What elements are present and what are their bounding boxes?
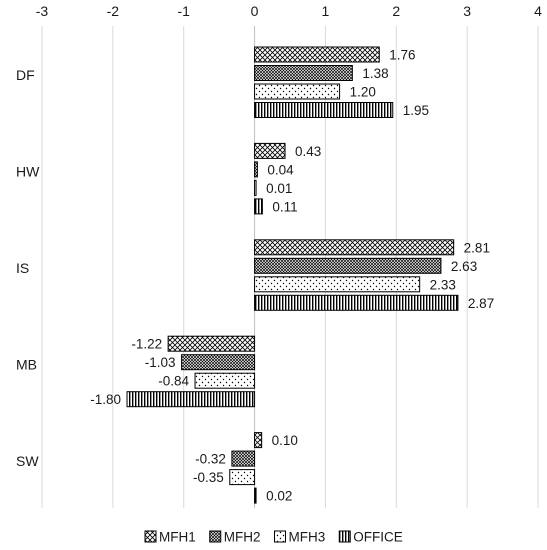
data-label: -0.32 [195, 452, 226, 467]
bar-office [126, 391, 256, 408]
data-label: 1.76 [389, 48, 415, 63]
bar-mfh1 [254, 142, 286, 159]
bar-mfh2 [231, 450, 256, 467]
x-tick-label: 3 [463, 3, 471, 19]
bar-mfh2 [254, 161, 258, 178]
data-label: 0.11 [272, 199, 297, 214]
category-labels: DF HW IS MB SW [16, 67, 40, 469]
bar-mfh3 [254, 83, 341, 100]
bar-mfh1 [254, 239, 455, 256]
category-label: IS [16, 260, 29, 276]
x-tick-label: 1 [322, 3, 330, 19]
bar-office [254, 487, 257, 504]
bar-office [254, 198, 263, 215]
legend-swatch-mfh1 [144, 530, 157, 543]
legend-label-office: OFFICE [353, 530, 403, 545]
category-label: MB [16, 356, 37, 372]
bar-mfh3 [254, 179, 257, 196]
category-label: SW [16, 453, 39, 469]
data-label: -0.35 [193, 470, 224, 485]
data-labels: 1.76 0.43 2.81 -1.22 0.10 1.38 0.04 2.63 -1.03 -0… [90, 48, 494, 504]
bar-mfh1 [254, 432, 263, 449]
data-label: -1.80 [90, 392, 121, 407]
x-tick-label: 2 [392, 3, 400, 19]
bar-mfh1 [254, 46, 380, 63]
data-label: -0.84 [158, 374, 189, 389]
bars [126, 46, 459, 504]
data-label: 1.38 [362, 66, 388, 81]
data-label: 1.20 [350, 85, 376, 100]
data-label: 2.33 [430, 277, 456, 292]
bar-mfh2 [254, 65, 353, 81]
bar-mfh1 [167, 335, 256, 352]
x-tick-label: -3 [36, 3, 49, 19]
data-label: 2.63 [451, 259, 477, 274]
legend-swatch-mfh2 [209, 530, 222, 543]
data-label: 2.87 [468, 296, 494, 311]
data-label: 0.02 [266, 489, 292, 504]
data-label: 0.10 [272, 433, 298, 448]
data-label: 0.01 [266, 181, 292, 196]
data-label: 1.95 [403, 103, 429, 118]
legend-label-mfh3: MFH3 [289, 530, 326, 545]
x-tick-label: -2 [107, 3, 120, 19]
legend-label-mfh1: MFH1 [159, 530, 196, 545]
x-tick-label: -1 [177, 3, 190, 19]
data-label: 0.43 [295, 144, 321, 159]
bar-mfh3 [194, 372, 256, 389]
x-tick-label: 0 [251, 3, 259, 19]
bar-office [254, 102, 394, 118]
category-label: HW [16, 164, 40, 180]
legend-label-mfh2: MFH2 [224, 530, 261, 545]
bar-mfh3 [229, 469, 256, 486]
data-label: 2.81 [464, 240, 490, 255]
x-tick-label: 4 [534, 3, 542, 19]
legend-swatch-mfh3 [274, 530, 286, 543]
legend-swatch-office [338, 530, 351, 543]
x-axis-ticks: -3 -2 -1 0 1 2 3 4 [36, 3, 542, 19]
category-label: DF [16, 67, 35, 83]
bar-mfh2 [254, 257, 442, 274]
data-label: -1.22 [131, 337, 162, 352]
legend: MFH1 MFH2 MFH3 OFFICE [144, 530, 403, 545]
bar-office [254, 294, 459, 311]
bar-mfh3 [254, 276, 421, 293]
data-label: -1.03 [145, 355, 176, 370]
data-label: 0.04 [267, 162, 294, 177]
bar-mfh2 [181, 354, 256, 371]
